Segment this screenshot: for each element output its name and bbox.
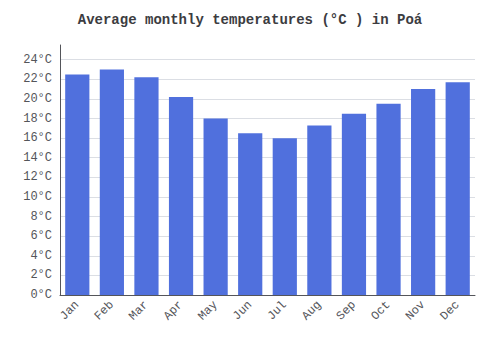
svg-text:Jan: Jan xyxy=(57,298,82,323)
svg-text:20°C: 20°C xyxy=(23,92,52,106)
svg-text:Dec: Dec xyxy=(438,298,463,323)
svg-text:8°C: 8°C xyxy=(30,210,52,224)
svg-text:10°C: 10°C xyxy=(23,190,52,204)
svg-text:Average monthly temperatures (: Average monthly temperatures (°C ) in Po… xyxy=(78,12,423,28)
svg-text:24°C: 24°C xyxy=(23,53,52,67)
svg-text:Oct: Oct xyxy=(368,298,393,323)
svg-text:12°C: 12°C xyxy=(23,170,52,184)
svg-text:Nov: Nov xyxy=(403,298,428,323)
svg-text:18°C: 18°C xyxy=(23,112,52,126)
svg-text:Mar: Mar xyxy=(126,298,151,323)
svg-text:Apr: Apr xyxy=(161,298,186,323)
svg-text:22°C: 22°C xyxy=(23,72,52,86)
svg-text:4°C: 4°C xyxy=(30,249,52,263)
svg-text:Feb: Feb xyxy=(92,298,117,323)
svg-text:2°C: 2°C xyxy=(30,268,52,282)
svg-text:Sep: Sep xyxy=(334,298,359,323)
svg-text:14°C: 14°C xyxy=(23,151,52,165)
svg-text:6°C: 6°C xyxy=(30,229,52,243)
svg-text:Jun: Jun xyxy=(230,298,255,323)
svg-text:Jul: Jul xyxy=(265,298,290,323)
svg-text:Aug: Aug xyxy=(299,298,324,323)
svg-text:0°C: 0°C xyxy=(30,288,52,302)
svg-text:May: May xyxy=(195,298,220,323)
svg-text:16°C: 16°C xyxy=(23,131,52,145)
